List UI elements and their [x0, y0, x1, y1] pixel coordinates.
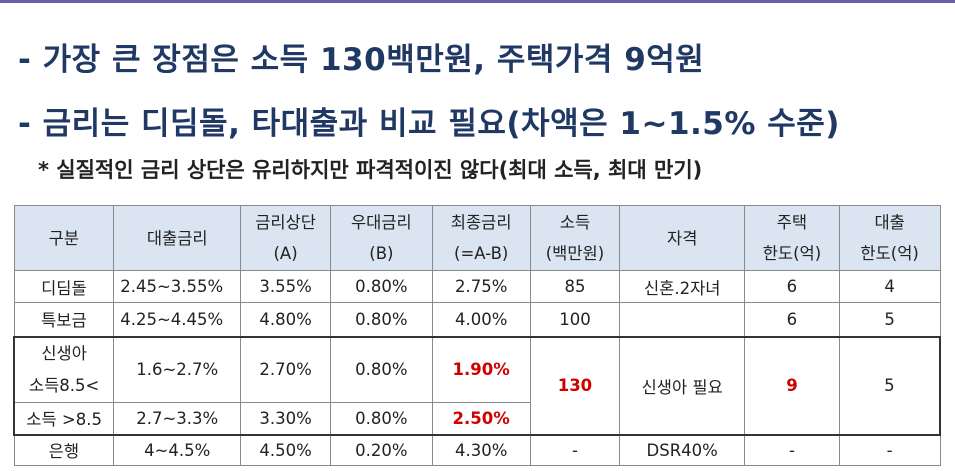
cell: 0.80% — [329, 270, 433, 303]
cell: 85 — [529, 270, 621, 303]
cell: 소득 >8.5 — [13, 402, 115, 436]
row: 소득 >8.5 2.7~3.3% 3.30% 0.80% 2.50% — [13, 402, 940, 436]
cell: 5 — [838, 335, 941, 436]
cell: - — [744, 434, 840, 466]
header-cell: 소득 (백만원) — [529, 205, 621, 271]
header-line: 금리상단 — [255, 213, 316, 232]
cell: - — [529, 434, 621, 466]
cell: 6 — [744, 270, 840, 303]
header-line: 한도(억) — [762, 244, 822, 263]
header-cell: 대출금리 — [113, 205, 242, 271]
header-line: 자격 — [667, 228, 698, 248]
row: 은행 4~4.5% 4.50% 0.20% 4.30% - DSR40% - - — [13, 434, 941, 466]
cell: 2.75% — [431, 270, 531, 303]
cell: DSR40% — [619, 434, 746, 466]
cell: 2.70% — [240, 335, 331, 403]
header-row: 구분 대출금리 금리상단 (A) 우대금리 (B) 최종금리 (=A-B) 소득 (백만원) 자격 주… — [13, 205, 941, 271]
header-line: (B) — [369, 244, 394, 263]
header-line: 한도(억) — [860, 244, 919, 263]
cell: 0.80% — [329, 402, 433, 436]
cell: 0.80% — [329, 335, 433, 403]
header-line: 구분 — [48, 228, 80, 248]
cell: 신혼.2자녀 — [619, 270, 746, 303]
cell: 신생아 필요 — [619, 335, 746, 436]
cell: 9 — [744, 335, 840, 436]
cell: 4 — [838, 270, 941, 303]
cell: 100 — [529, 302, 621, 337]
cell: 3.30% — [240, 402, 331, 436]
cell: 2.50% — [431, 402, 531, 436]
cell: 0.20% — [329, 434, 433, 466]
cell: 특보금 — [13, 302, 115, 337]
cell: 2.45~3.55% — [113, 270, 242, 303]
header-line: 소득 — [559, 213, 591, 232]
cell: 은행 — [13, 434, 115, 466]
header-cell: 금리상단 (A) — [240, 205, 331, 271]
cell: 디딤돌 — [13, 270, 115, 303]
loan-table: 구분 대출금리 금리상단 (A) 우대금리 (B) 최종금리 (=A-B) 소득 (백만원) 자격 주… — [13, 205, 941, 466]
header-cell: 구분 — [13, 205, 115, 271]
row: 디딤돌 2.45~3.55% 3.55% 0.80% 2.75% 85 신혼.2… — [13, 270, 941, 303]
cell: 1.6~2.7% — [113, 335, 242, 403]
cell: 3.55% — [240, 270, 331, 303]
header-cell: 우대금리 (B) — [329, 205, 433, 271]
cell: 4.25~4.45% — [113, 302, 242, 337]
row: 특보금 4.25~4.45% 4.80% 0.80% 4.00% 100 6 5 — [13, 302, 941, 337]
headline: - 가장 큰 장점은 소득 130백만원, 주택가격 9억원 — [18, 42, 705, 78]
header-line: 대출 — [874, 213, 905, 232]
cell: 4.30% — [431, 434, 531, 466]
note: * 실질적인 금리 상단은 유리하지만 파격적이진 않다(최대 소득, 최대 만… — [38, 158, 703, 182]
cell — [619, 302, 746, 337]
cell: 2.7~3.3% — [113, 402, 242, 436]
header-cell: 자격 — [619, 205, 746, 271]
cell: 5 — [838, 302, 941, 337]
cell: 130 — [529, 335, 621, 436]
header-cell: 최종금리 (=A-B) — [431, 205, 531, 271]
header-line: (=A-B) — [454, 244, 509, 263]
cell: 0.80% — [329, 302, 433, 337]
header-line: 대출금리 — [146, 228, 208, 248]
cell: 6 — [744, 302, 840, 337]
cell: 1.90% — [431, 335, 531, 403]
header-line: 우대금리 — [351, 213, 412, 232]
cell: 4.80% — [240, 302, 331, 337]
top-rule — [0, 0, 955, 3]
cell-line: 신생아 — [41, 343, 87, 363]
cell: 4.50% — [240, 434, 331, 466]
headline: - 금리는 디딤돌, 타대출과 비교 필요(차액은 1~1.5% 수준) — [18, 106, 840, 142]
cell: 4~4.5% — [113, 434, 242, 466]
header-line: 최종금리 — [450, 213, 512, 232]
cell: 4.00% — [431, 302, 531, 337]
header-line: 주택 — [776, 213, 808, 232]
cell-line: 소득8.5< — [28, 375, 100, 395]
cell: - — [838, 434, 941, 466]
header-line: (A) — [273, 244, 298, 263]
header-line: (백만원) — [545, 244, 605, 263]
